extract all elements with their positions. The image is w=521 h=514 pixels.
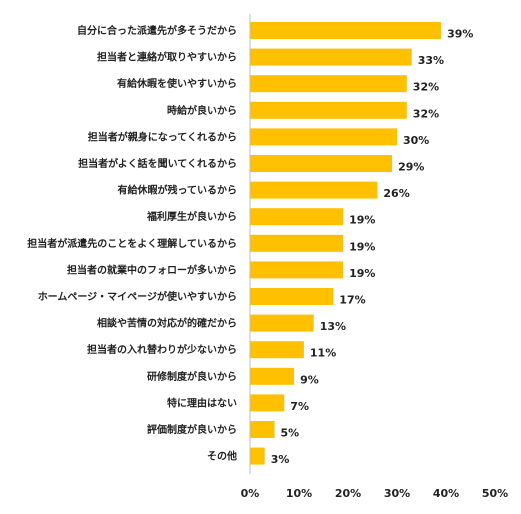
- category-label: 有給休暇が残っているから: [118, 184, 238, 197]
- category-label: 相談や苦情の対応が的確だから: [97, 317, 237, 330]
- x-tick-label: 20%: [335, 487, 361, 500]
- category-label: 特に理由はない: [167, 396, 237, 409]
- value-label: 9%: [300, 373, 319, 386]
- category-label: 福利厚生が良いから: [146, 210, 237, 223]
- value-label: 7%: [290, 400, 309, 413]
- bar: [250, 128, 397, 146]
- category-label: 時給が良いから: [167, 104, 237, 117]
- category-label: 担当者の就業中のフォローが多いから: [67, 263, 237, 276]
- category-label: 評価制度が良いから: [147, 423, 237, 436]
- x-tick-label: 40%: [433, 487, 459, 500]
- bar: [250, 261, 344, 279]
- x-tick-label: 50%: [482, 487, 508, 500]
- value-label: 39%: [447, 28, 473, 41]
- bar: [250, 208, 344, 226]
- bar: [250, 48, 412, 66]
- x-tick-layer: 0% 10% 20% 30% 40% 50%: [241, 487, 509, 500]
- x-tick-label: 30%: [384, 487, 410, 500]
- value-label: 19%: [349, 267, 375, 280]
- bar: [250, 367, 295, 385]
- value-label: 30%: [403, 134, 429, 147]
- category-label: 担当者と連絡が取りやすいから: [97, 51, 237, 64]
- x-tick-label: 10%: [286, 487, 312, 500]
- value-label: 32%: [413, 107, 439, 120]
- value-label: 26%: [383, 187, 409, 200]
- value-label: 29%: [398, 161, 424, 174]
- value-label: 19%: [349, 240, 375, 253]
- category-label: 担当者がよく話を聞いてくれるから: [78, 157, 237, 170]
- bar: [250, 447, 265, 465]
- bar: [250, 234, 344, 252]
- category-label: 自分に合った派遣先が多そうだから: [77, 24, 237, 37]
- value-label: 3%: [271, 453, 290, 466]
- value-label: 33%: [418, 54, 444, 67]
- value-label: 19%: [349, 214, 375, 227]
- category-label: 担当者が派遣先のことをよく理解しているから: [27, 237, 237, 250]
- value-label: 17%: [339, 294, 365, 307]
- x-tick-label: 0%: [241, 487, 260, 500]
- bar: [250, 181, 378, 199]
- bar: [250, 75, 407, 93]
- bar: [250, 22, 442, 39]
- category-label: 有給休暇を使いやすいから: [117, 77, 237, 90]
- category-label: ホームページ・マイページが使いやすいから: [38, 290, 237, 303]
- bar: [250, 101, 407, 119]
- category-label: その他: [207, 450, 237, 463]
- bars-layer: 自分に合った派遣先が多そうだから 39% 担当者と連絡が取りやすいから 33% 有給休暇…: [27, 22, 473, 466]
- value-label: 11%: [310, 347, 336, 360]
- bar: [250, 314, 314, 332]
- bar: [250, 288, 334, 305]
- value-label: 32%: [413, 81, 439, 94]
- bar: [250, 341, 304, 359]
- bar: [250, 421, 275, 438]
- value-label: 13%: [320, 320, 346, 333]
- category-label: 研修制度が良いから: [147, 370, 237, 383]
- category-label: 担当者の入れ替わりが少ないから: [87, 343, 237, 356]
- bar: [250, 155, 393, 172]
- bar: [250, 394, 285, 412]
- value-label: 5%: [281, 427, 300, 440]
- category-label: 担当者が親身になってくれるから: [88, 130, 237, 143]
